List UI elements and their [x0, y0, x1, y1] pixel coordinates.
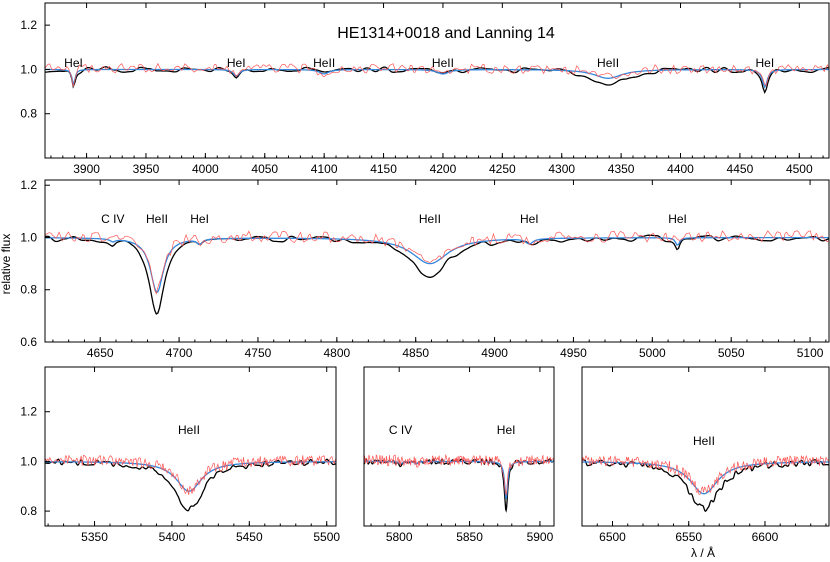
series-comparison-line — [45, 454, 336, 496]
x-tick-label: 5450 — [236, 530, 263, 544]
line-id-label: HeII — [178, 423, 200, 437]
line-id-label: C IV — [101, 212, 124, 226]
series-model-line — [45, 68, 829, 89]
x-tick-label: 4750 — [245, 346, 272, 360]
y-tick-label: 1.0 — [20, 230, 37, 244]
y-tick-label: 0.8 — [20, 107, 37, 121]
x-tick-label: 5900 — [527, 530, 554, 544]
panel-top: 3900 3950 4000 4050 4100 4150 4200 4250 4300 4350… — [20, 2, 830, 176]
x-tick-label: 4300 — [548, 162, 575, 176]
series-comparison-line — [364, 453, 554, 497]
line-id-label: HeII — [432, 56, 454, 70]
panel-bottom-middle: 5800 5850 5900 C IV HeI — [363, 366, 555, 544]
plot-frame — [581, 366, 830, 527]
line-id-label: C IV — [389, 423, 412, 437]
x-axis-label: λ / Å — [691, 545, 715, 560]
series-comparison-line — [582, 454, 829, 495]
series-comparison-line — [45, 230, 829, 295]
x-tick-label: 5800 — [386, 530, 413, 544]
line-id-label: HeI — [497, 423, 516, 437]
series-observed-line — [364, 458, 554, 513]
x-tick-label: 6600 — [752, 530, 779, 544]
x-tick-label: 5100 — [797, 346, 824, 360]
x-tick-label: 6550 — [675, 530, 702, 544]
plot-frame — [44, 2, 830, 159]
line-id-label: HeI — [520, 212, 539, 226]
plot-frame — [44, 366, 337, 527]
y-tick-label: 1.0 — [20, 454, 37, 468]
series-comparison-line — [45, 62, 829, 87]
series-model-line — [45, 236, 829, 293]
x-tick-label: 5500 — [313, 530, 340, 544]
series-observed-line — [45, 234, 829, 315]
line-id-label: HeI — [227, 56, 246, 70]
x-tick-label: 4800 — [323, 346, 350, 360]
y-tick-label: 1.2 — [20, 178, 37, 192]
y-tick-label: 1.0 — [20, 62, 37, 76]
x-tick-label: 5000 — [639, 346, 666, 360]
series-model-line — [45, 461, 336, 492]
line-id-label: HeII — [146, 212, 168, 226]
line-id-label: HeI — [190, 212, 209, 226]
series-model-line — [364, 460, 554, 499]
y-axis-label: relative flux — [0, 234, 13, 295]
x-tick-label: 4650 — [87, 346, 114, 360]
line-id-label: HeII — [313, 56, 335, 70]
x-tick-label: 5050 — [718, 346, 745, 360]
x-tick-label: 4250 — [489, 162, 516, 176]
x-tick-label: 5350 — [81, 530, 108, 544]
line-id-label: HeI — [64, 56, 83, 70]
figure-title: HE1314+0018 and Lanning 14 — [337, 25, 555, 42]
line-id-label: HeII — [597, 56, 619, 70]
x-tick-label: 4200 — [430, 162, 457, 176]
x-tick-label: 6500 — [599, 530, 626, 544]
line-id-label: HeII — [419, 212, 441, 226]
plot-frame — [363, 366, 555, 527]
x-tick-label: 4100 — [311, 162, 338, 176]
line-id-label: HeI — [668, 212, 687, 226]
line-id-label: HeI — [756, 56, 775, 70]
x-tick-label: 4400 — [667, 162, 694, 176]
plot-frame — [44, 179, 830, 343]
x-tick-label: 3900 — [73, 162, 100, 176]
x-tick-label: 4950 — [560, 346, 587, 360]
x-tick-label: 4050 — [251, 162, 278, 176]
y-tick-label: 0.8 — [20, 283, 37, 297]
line-id-label: HeII — [693, 434, 715, 448]
x-tick-label: 4000 — [192, 162, 219, 176]
x-tick-label: 3950 — [133, 162, 160, 176]
y-tick-label: 0.6 — [20, 335, 37, 349]
panel-bottom-left: 5350 5400 5450 5500 0.8 1.0 1.2 HeII — [20, 366, 340, 544]
series-observed-line — [45, 458, 336, 512]
x-tick-label: 5400 — [159, 530, 186, 544]
x-tick-label: 4850 — [402, 346, 429, 360]
x-tick-label: 4500 — [786, 162, 813, 176]
y-tick-label: 0.8 — [20, 504, 37, 518]
panel-middle: 4650 4700 4750 4800 4850 4900 4950 5000 5050 5100… — [20, 178, 830, 360]
x-tick-label: 5850 — [456, 530, 483, 544]
x-tick-label: 4350 — [608, 162, 635, 176]
x-tick-label: 4450 — [727, 162, 754, 176]
x-tick-label: 4150 — [370, 162, 397, 176]
panel-bottom-right: 6500 6550 6600 HeII — [581, 366, 830, 544]
x-tick-label: 4900 — [481, 346, 508, 360]
x-tick-label: 4700 — [166, 346, 193, 360]
y-tick-label: 1.2 — [20, 18, 37, 32]
y-tick-label: 1.2 — [20, 405, 37, 419]
series-observed-line — [582, 459, 829, 512]
